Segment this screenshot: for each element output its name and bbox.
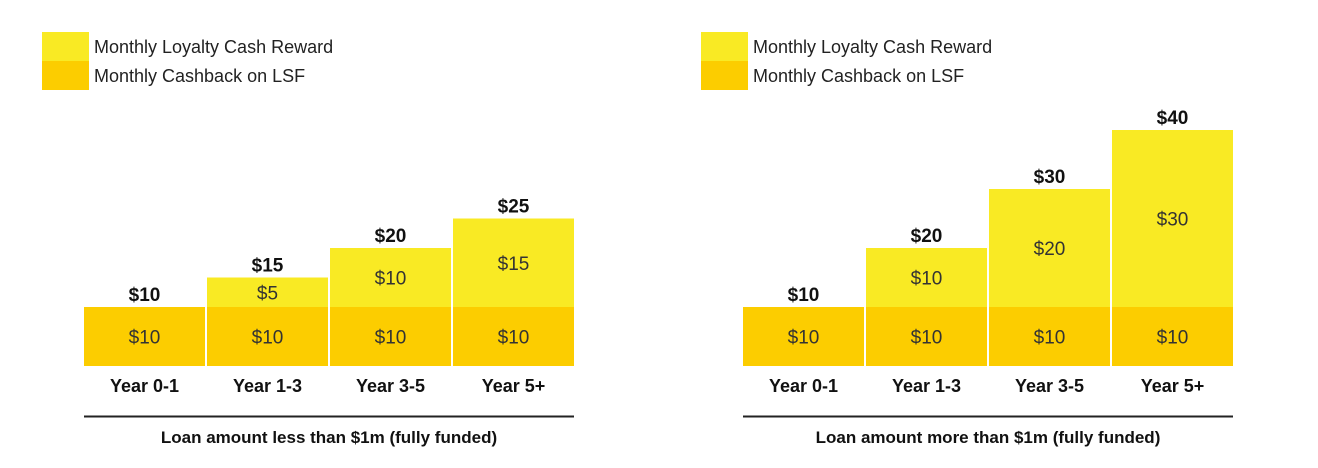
x-tick-label: Year 0-1 <box>769 376 838 396</box>
bar-total-label: $10 <box>788 285 820 306</box>
chart-caption: Loan amount more than $1m (fully funded) <box>816 428 1161 447</box>
stacked-bar-chart: Monthly Loyalty Cash Reward Monthly Cashb… <box>42 32 574 447</box>
chart-panel-less-than-1m: Monthly Loyalty Cash Reward Monthly Cashb… <box>0 0 620 468</box>
bar-total-label: $20 <box>911 226 943 247</box>
bar-loyalty-reward-label: $30 <box>1157 210 1189 231</box>
x-tick-label: Year 3-5 <box>356 376 425 396</box>
bar-loyalty-reward-label: $10 <box>375 269 407 290</box>
bar-cashback-lsf <box>207 307 328 366</box>
x-tick-label: Year 0-1 <box>110 376 179 396</box>
bar-loyalty-reward <box>866 248 987 307</box>
bar-cashback-lsf-label: $10 <box>252 328 284 349</box>
x-tick-label: Year 3-5 <box>1015 376 1084 396</box>
legend-swatch <box>701 61 748 90</box>
bar-cashback-lsf <box>330 307 451 366</box>
bar-cashback-lsf <box>453 307 574 366</box>
legend-label: Monthly Loyalty Cash Reward <box>753 37 992 57</box>
x-tick-label: Year 5+ <box>1141 376 1205 396</box>
bar-total-label: $10 <box>129 285 161 306</box>
x-tick-label: Year 1-3 <box>892 376 961 396</box>
bar-cashback-lsf-label: $10 <box>129 328 161 349</box>
bar-loyalty-reward-label: $10 <box>911 269 943 290</box>
bar-cashback-lsf-label: $10 <box>1034 328 1066 349</box>
bar-loyalty-reward <box>1112 130 1233 307</box>
bar-cashback-lsf <box>989 307 1110 366</box>
bar-cashback-lsf <box>1112 307 1233 366</box>
bar-total-label: $20 <box>375 226 407 247</box>
bar-loyalty-reward <box>207 277 328 307</box>
legend-swatch <box>42 61 89 90</box>
bar-cashback-lsf <box>866 307 987 366</box>
bar-loyalty-reward-label: $15 <box>498 254 530 275</box>
bar-cashback-lsf <box>84 307 205 366</box>
bar-total-label: $15 <box>252 256 284 277</box>
bar-total-label: $40 <box>1157 108 1189 129</box>
x-tick-label: Year 5+ <box>482 376 546 396</box>
bar-cashback-lsf-label: $10 <box>788 328 820 349</box>
bar-cashback-lsf-label: $10 <box>375 328 407 349</box>
legend-label: Monthly Loyalty Cash Reward <box>94 37 333 57</box>
legend-label: Monthly Cashback on LSF <box>753 66 964 86</box>
bar-loyalty-reward <box>330 248 451 307</box>
chart-caption: Loan amount less than $1m (fully funded) <box>161 428 497 447</box>
chart-panel-more-than-1m: Monthly Loyalty Cash Reward Monthly Cashb… <box>659 0 1279 468</box>
bar-cashback-lsf <box>743 307 864 366</box>
bar-loyalty-reward <box>989 189 1110 307</box>
bar-cashback-lsf-label: $10 <box>911 328 943 349</box>
legend-swatch <box>701 32 748 61</box>
legend-label: Monthly Cashback on LSF <box>94 66 305 86</box>
bar-total-label: $25 <box>498 197 530 218</box>
stacked-bar-chart: Monthly Loyalty Cash Reward Monthly Cashb… <box>701 32 1233 447</box>
bar-total-label: $30 <box>1034 167 1066 188</box>
x-tick-label: Year 1-3 <box>233 376 302 396</box>
bar-cashback-lsf-label: $10 <box>498 328 530 349</box>
legend-swatch <box>42 32 89 61</box>
bar-cashback-lsf-label: $10 <box>1157 328 1189 349</box>
bar-loyalty-reward-label: $5 <box>257 283 278 304</box>
bar-loyalty-reward-label: $20 <box>1034 239 1066 260</box>
bar-loyalty-reward <box>453 218 574 307</box>
